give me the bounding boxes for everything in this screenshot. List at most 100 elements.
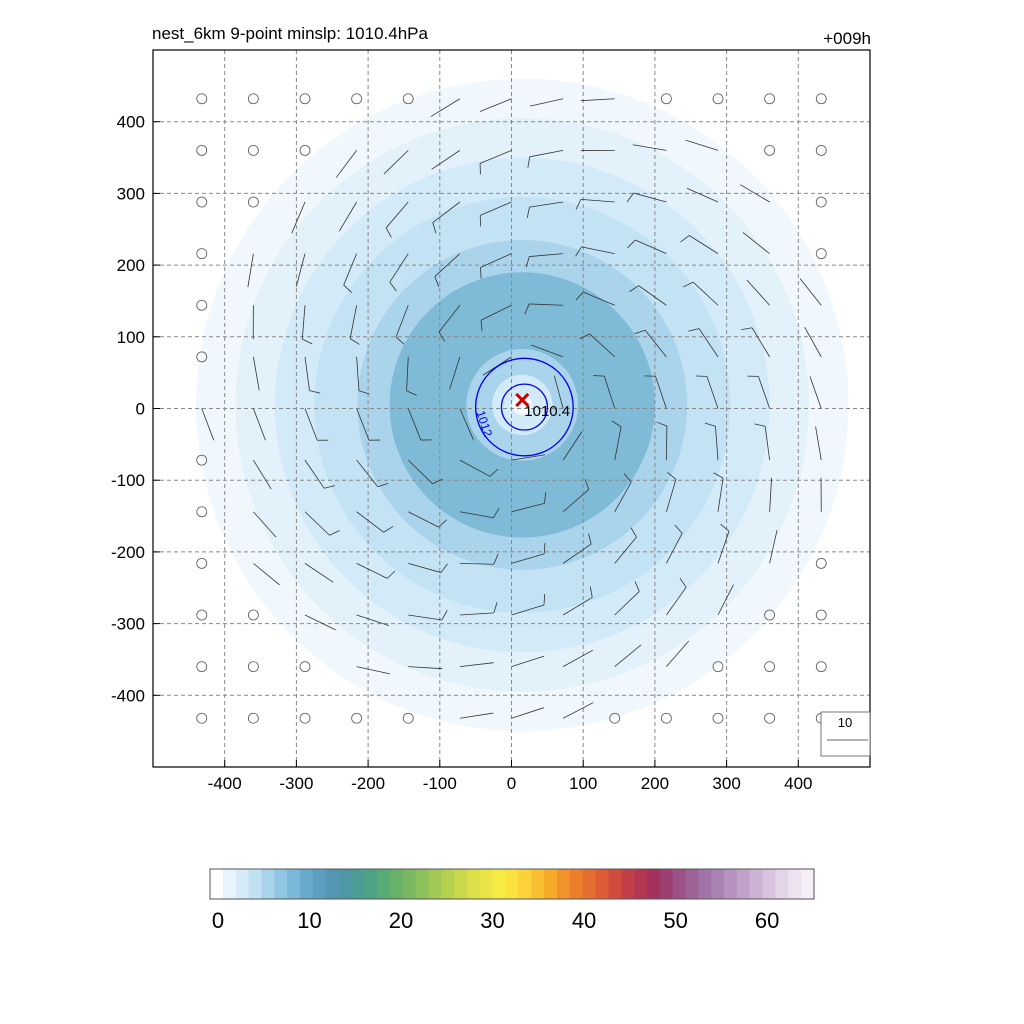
colorbar-swatch <box>569 869 584 899</box>
y-tick-label: -300 <box>111 615 145 634</box>
calm-wind-circle <box>764 609 776 621</box>
colorbar-swatch <box>582 869 597 899</box>
wind-barb-flag <box>324 485 335 489</box>
colorbar-swatch <box>672 869 687 899</box>
wind-barb-flag <box>480 320 483 332</box>
colorbar-swatch <box>608 869 622 899</box>
calm-wind-circle <box>196 248 208 260</box>
wind-barb <box>529 98 564 107</box>
wind-barb <box>583 291 615 306</box>
x-tick-label: 300 <box>712 774 740 793</box>
wind-barb-flag <box>386 570 396 579</box>
calm-wind-circle <box>299 144 311 156</box>
wind-barb <box>632 144 667 151</box>
colorbar-swatch <box>518 869 532 899</box>
calm-wind-circle <box>764 93 776 105</box>
wind-barb <box>407 459 433 485</box>
calm-wind-circle <box>196 299 208 311</box>
wind-barb <box>644 330 667 358</box>
colorbar-swatch <box>415 869 430 899</box>
wind-barb <box>301 305 306 340</box>
wind-barb <box>385 201 409 229</box>
wind-speed-ring-8 <box>512 394 533 415</box>
wind-barb <box>614 426 622 461</box>
colorbar: 0 10 20 30 40 50 60 <box>209 868 815 933</box>
wind-barb <box>356 408 370 441</box>
wind-barb-flag <box>383 526 394 533</box>
x-tick-label: 200 <box>641 774 669 793</box>
wind-barb <box>459 459 490 477</box>
wind-barb <box>459 511 494 519</box>
wind-barb-flag <box>704 422 716 427</box>
wind-barb-flag <box>441 610 448 621</box>
wind-barb-flag <box>679 577 687 588</box>
colorbar-swatch <box>659 869 674 899</box>
colorbar-swatch <box>621 869 635 899</box>
wind-barb-flag <box>440 563 448 573</box>
wind-barb <box>252 356 260 391</box>
calm-wind-circle <box>196 454 208 466</box>
colorbar-swatch <box>210 869 224 899</box>
wind-barb <box>438 305 461 333</box>
calm-wind-circle <box>609 712 621 724</box>
wind-barb <box>304 459 325 489</box>
wind-barb <box>665 426 668 461</box>
wind-barb <box>706 376 719 409</box>
wind-barb <box>304 614 336 631</box>
wind-barb-flag <box>543 593 546 606</box>
y-tick-label: -200 <box>111 543 145 562</box>
wind-barb <box>304 408 318 441</box>
wind-barb <box>431 150 461 170</box>
colorbar-swatch <box>467 869 481 899</box>
colorbar-swatch <box>556 869 571 899</box>
wind-barb-flag <box>656 421 668 427</box>
wind-barb-flag <box>493 553 499 565</box>
wind-barb <box>511 553 545 564</box>
wind-barb-flag <box>544 492 547 504</box>
calm-wind-circle <box>196 609 208 621</box>
wind-barb <box>580 198 615 203</box>
wind-barb-flag <box>385 227 392 238</box>
wind-barb <box>430 98 461 117</box>
wind-barb-flag <box>389 281 397 292</box>
wind-barb <box>614 644 642 667</box>
colorbar-swatch <box>724 869 738 899</box>
wind-barb-flag <box>683 281 694 288</box>
colorbar-swatch <box>235 869 250 899</box>
wind-barb-flag <box>432 222 437 234</box>
wind-barb <box>480 201 512 216</box>
wind-barb <box>562 702 594 719</box>
wind-barb-flag <box>629 285 639 293</box>
calm-wind-circle <box>402 712 414 724</box>
colorbar-swatch <box>299 869 314 899</box>
wind-barb <box>769 477 772 512</box>
wind-barb <box>529 253 564 257</box>
wind-barb-flag <box>524 303 530 315</box>
wind-barb <box>633 192 667 203</box>
wind-barb-flag <box>630 527 637 538</box>
colorbar-tick-label: 0 <box>212 908 224 933</box>
colorbar-tick-label: 10 <box>297 908 321 933</box>
wind-barb <box>603 376 616 409</box>
wind-barb <box>804 326 822 358</box>
calm-wind-circle <box>712 661 724 673</box>
wind-barb <box>562 649 594 667</box>
wind-barb-flag <box>623 473 632 483</box>
wind-speed-field <box>196 78 849 732</box>
wind-barb-flag <box>493 602 498 614</box>
wind-barb-flag <box>525 256 530 268</box>
wind-barb <box>692 281 719 306</box>
colorbar-swatch <box>261 869 275 899</box>
calm-wind-circle <box>815 93 827 105</box>
min-pressure-x <box>515 392 530 407</box>
wind-barb <box>511 604 545 616</box>
calm-wind-circle <box>815 248 827 260</box>
colorbar-swatch <box>634 869 648 899</box>
wind-barb <box>356 614 390 626</box>
colorbar-swatch <box>479 869 494 899</box>
calm-wind-circle <box>712 712 724 724</box>
wind-barb <box>589 333 616 358</box>
wind-barb <box>562 543 592 564</box>
wind-barb <box>529 303 564 306</box>
colorbar-swatch <box>544 869 558 899</box>
